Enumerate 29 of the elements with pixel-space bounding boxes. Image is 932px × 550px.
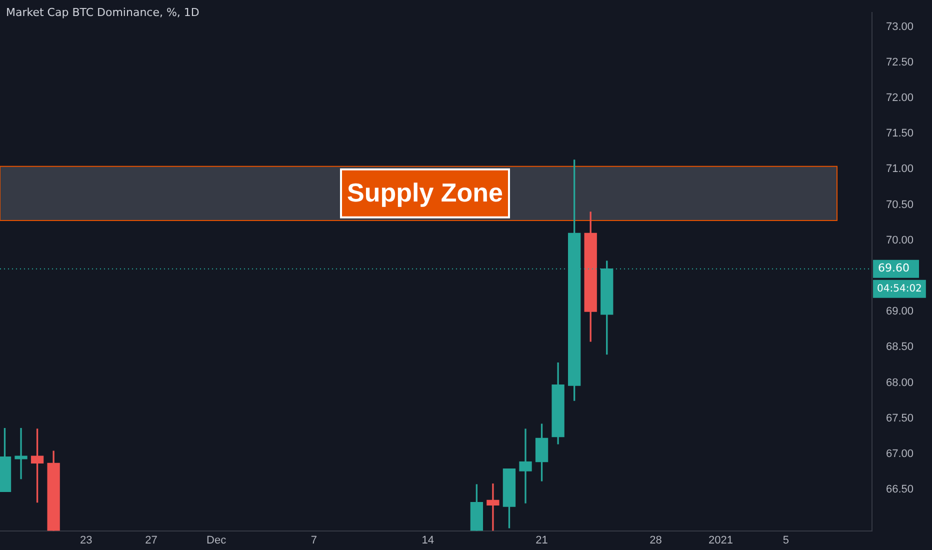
x-tick-label: 21 [536,534,548,546]
x-tick-label: 23 [80,534,92,546]
y-tick-label: 71.00 [886,163,914,176]
x-tick-label: 5 [782,534,789,546]
band-label: Supply Zone [347,178,503,208]
x-tick-label: 14 [422,534,434,546]
x-tick-label: 2021 [708,534,734,546]
ref-line-label: 69.60 [878,262,910,275]
candlestick [486,483,500,531]
y-tick-label: 72.00 [886,92,914,104]
x-tick-label: 7 [310,534,318,546]
y-tick-label: 70.00 [886,234,914,246]
x-tick-label: 28 [650,534,662,546]
x-tick-label: Dec [206,534,227,546]
y-tick-label: 73.00 [886,20,914,33]
x-tick-label: 27 [145,534,158,546]
y-tick-label: 67.50 [886,412,914,424]
candlestick [14,428,28,480]
candlestick [519,428,532,504]
y-tick-label: 66.50 [886,484,914,496]
y-tick-label: 67.00 [886,448,914,460]
y-tick-label: 68.50 [886,341,914,354]
y-tick-label: 72.50 [886,56,914,68]
y-tick-label: 70.50 [886,198,914,211]
chart-title: Market Cap BTC Dominance, %, 1D [6,6,200,19]
y-tick-label: 71.50 [886,128,914,140]
y-tick-label: 68.00 [886,376,914,389]
text: 04:54:02 [877,283,922,294]
y-tick-label: 69.00 [886,306,914,318]
